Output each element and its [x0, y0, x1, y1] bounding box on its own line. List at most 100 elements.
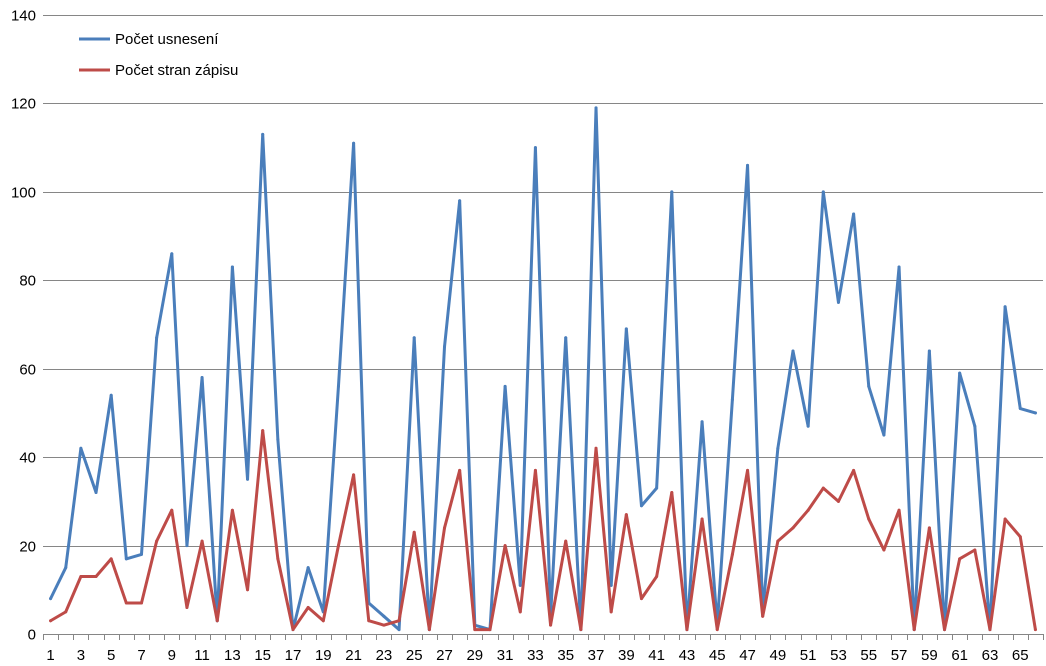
x-tick-label: 15 — [254, 647, 271, 664]
series-2-point — [170, 508, 174, 512]
series-2-point — [730, 552, 734, 556]
x-tick-label: 63 — [982, 647, 999, 664]
series-2-point — [897, 508, 901, 512]
series-2-point — [503, 544, 507, 548]
series-1-point — [594, 106, 598, 110]
series-2-point — [230, 508, 234, 512]
series-2-point — [852, 468, 856, 472]
series-1-point — [670, 190, 674, 194]
series-2-point — [761, 614, 765, 618]
series-1-point — [230, 265, 234, 269]
y-tick-label: 60 — [19, 362, 36, 379]
series-1-point — [533, 146, 537, 150]
series-2-point — [821, 486, 825, 490]
x-tick-label: 29 — [466, 647, 483, 664]
series-2-point — [139, 601, 143, 605]
x-tick-label: 55 — [860, 647, 877, 664]
series-lines — [49, 106, 1037, 632]
series-2-point — [579, 628, 583, 632]
x-tick-label: 11 — [194, 647, 210, 664]
legend-label-series-2: Počet stran zápisu — [115, 62, 238, 79]
series-2-point — [943, 628, 947, 632]
series-1-point — [397, 628, 401, 632]
series-1-point — [791, 349, 795, 353]
series-1-point — [958, 371, 962, 375]
series-1-point — [109, 393, 113, 397]
x-tick-label: 45 — [709, 647, 726, 664]
y-tick-label: 40 — [19, 450, 36, 467]
series-1-point — [155, 336, 159, 340]
series-1-point — [882, 433, 886, 437]
series-2-point — [958, 557, 962, 561]
series-1-point — [518, 583, 522, 587]
series-2-point — [412, 530, 416, 534]
series-2-point — [912, 628, 916, 632]
x-tick-label: 65 — [1012, 647, 1029, 664]
series-line-1 — [49, 106, 1037, 632]
x-tick-label: 53 — [830, 647, 847, 664]
x-tick-label: 57 — [891, 647, 908, 664]
series-2-point — [973, 548, 977, 552]
series-2-point — [321, 619, 325, 623]
series-1-point — [94, 491, 98, 495]
legend-label-series-1: Počet usnesení — [115, 31, 219, 48]
series-2-point — [397, 619, 401, 623]
series-1-point — [609, 583, 613, 587]
y-tick-label: 20 — [19, 539, 36, 556]
series-1-point — [730, 398, 734, 402]
series-2-point — [882, 548, 886, 552]
series-2-point — [609, 610, 613, 614]
series-1-point — [64, 566, 68, 570]
y-tick-label: 140 — [11, 8, 36, 25]
x-tick-label: 7 — [137, 647, 145, 664]
series-1-point — [973, 424, 977, 428]
series-1-point — [806, 424, 810, 428]
series-2-point — [836, 499, 840, 503]
series-1-point — [443, 345, 447, 349]
y-tick-label: 0 — [28, 627, 36, 644]
series-2-point — [488, 628, 492, 632]
series-1-point — [276, 437, 280, 441]
x-tick-label: 9 — [168, 647, 176, 664]
series-1-point — [382, 614, 386, 618]
series-line-2 — [49, 429, 1037, 632]
series-2-point — [1018, 535, 1022, 539]
series-2-point — [382, 623, 386, 627]
series-2-point — [306, 605, 310, 609]
series-2-point — [124, 601, 128, 605]
series-1-point — [655, 486, 659, 490]
x-tick-label: 43 — [679, 647, 696, 664]
series-2-point — [64, 610, 68, 614]
series-2-point — [927, 526, 931, 530]
series-2-point — [1003, 517, 1007, 521]
series-2-point — [276, 557, 280, 561]
series-1-point — [746, 163, 750, 167]
series-1-point — [170, 252, 174, 256]
series-2-point — [867, 517, 871, 521]
series-1-point — [700, 420, 704, 424]
series-2-point — [200, 539, 204, 543]
x-tick-label: 41 — [648, 647, 665, 664]
x-tick-label: 35 — [557, 647, 574, 664]
series-1-point — [458, 199, 462, 203]
series-1-point — [503, 384, 507, 388]
series-2-point — [185, 605, 189, 609]
series-1-point — [139, 552, 143, 556]
series-2-point — [549, 623, 553, 627]
series-2-point — [367, 619, 371, 623]
series-1-point — [412, 336, 416, 340]
series-2-point — [791, 526, 795, 530]
series-2-point — [776, 539, 780, 543]
y-tick-label: 100 — [11, 185, 36, 202]
x-tick-label: 19 — [315, 647, 332, 664]
series-1-point — [639, 504, 643, 508]
series-1-point — [821, 190, 825, 194]
series-2-point — [670, 491, 674, 495]
series-2-point — [564, 539, 568, 543]
series-1-point — [124, 557, 128, 561]
x-tick-label: 23 — [376, 647, 393, 664]
series-1-point — [776, 446, 780, 450]
series-1-point — [336, 384, 340, 388]
